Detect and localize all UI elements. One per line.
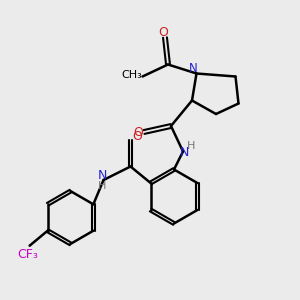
Text: H: H	[98, 181, 106, 191]
Text: CH₃: CH₃	[122, 70, 142, 80]
Text: N: N	[97, 169, 107, 182]
Text: N: N	[188, 62, 197, 75]
Text: O: O	[133, 125, 143, 139]
Text: H: H	[187, 141, 196, 151]
Text: O: O	[159, 26, 168, 39]
Text: N: N	[180, 146, 189, 159]
Text: CF₃: CF₃	[18, 248, 39, 261]
Text: O: O	[132, 130, 142, 143]
